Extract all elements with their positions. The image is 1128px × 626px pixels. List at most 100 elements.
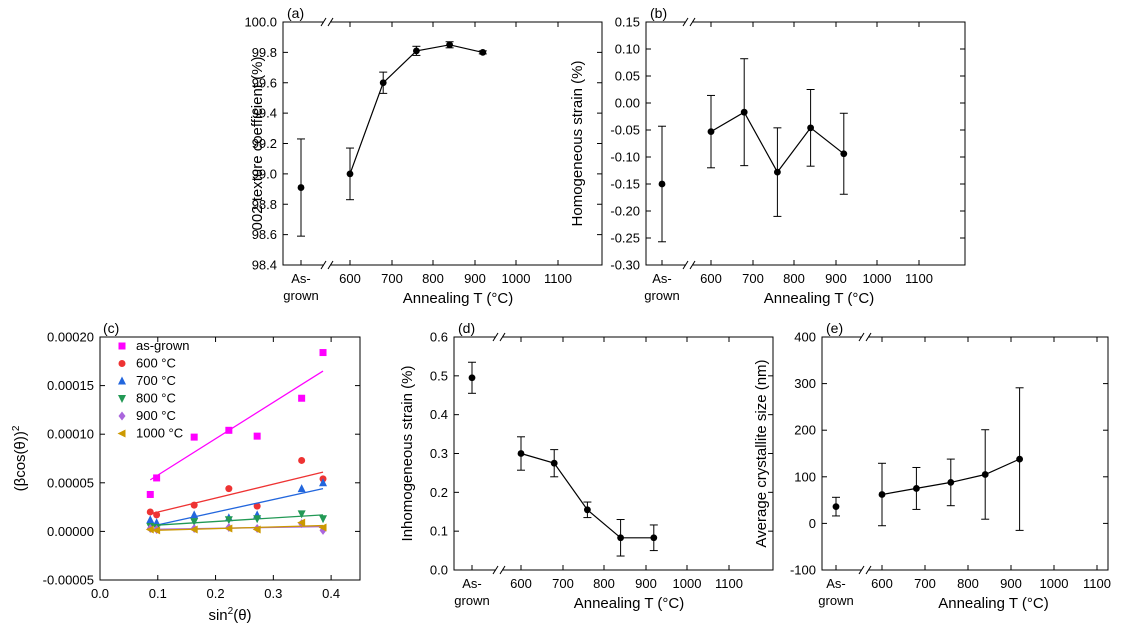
data-point	[707, 128, 715, 136]
x-tick-label: 1100	[715, 576, 743, 591]
axis-break-mark	[492, 332, 499, 342]
panel-label: (b)	[650, 5, 667, 21]
panel-label: (c)	[103, 320, 119, 336]
legend-entry: 800 °C	[136, 391, 176, 406]
x-tick-label: 600	[339, 271, 361, 286]
data-point	[878, 491, 886, 498]
axis-break-mark	[858, 332, 865, 342]
x-tick-label: 900	[635, 576, 657, 591]
x-tick-label: 0.3	[264, 586, 282, 601]
panel-label: (e)	[826, 320, 843, 336]
data-point	[346, 170, 354, 178]
fit-line	[150, 514, 324, 527]
plot-frame	[453, 336, 774, 571]
x-axis-label: Annealing T (°C)	[403, 290, 514, 307]
series-data	[468, 361, 658, 557]
data-point	[479, 48, 487, 56]
marker-triangle-up	[190, 510, 199, 519]
x-tick-label: 0.4	[322, 586, 340, 601]
x-axis-label-tail: (θ)	[233, 607, 251, 624]
data-point	[446, 41, 453, 49]
marker-square	[253, 432, 261, 440]
series-1: 600 °C	[118, 356, 327, 519]
x-tick-label: 0.2	[207, 586, 225, 601]
x-tick-label: 800	[783, 271, 805, 286]
series-data	[297, 41, 487, 237]
marker-circle	[146, 508, 154, 516]
as-grown-tick-label: As-	[462, 576, 482, 591]
x-axis-label-sup: 2	[228, 606, 234, 617]
marker-square	[190, 433, 198, 441]
series-line	[349, 44, 483, 175]
axis-break-gap-top	[862, 333, 868, 341]
plot-frame	[282, 21, 603, 266]
panel-label: (a)	[287, 5, 304, 21]
y-tick-label: 98.8	[252, 197, 277, 212]
y-tick-label: -0.10	[610, 150, 640, 165]
axis-break-gap-top	[686, 18, 692, 26]
y-tick-label: 0.00010	[47, 427, 94, 442]
as-grown-point	[468, 374, 476, 382]
series-line	[520, 452, 654, 539]
axis-break-mark	[865, 332, 872, 342]
marker-triangle-down	[319, 515, 328, 524]
y-tick-label: 0.00	[615, 96, 640, 111]
x-tick-label: 1000	[502, 271, 531, 286]
y-axis-label: Inhomogeneous strain (%)	[399, 366, 416, 542]
axis-break-mark	[499, 332, 506, 342]
marker-triangle-down	[253, 515, 262, 524]
marker-triangle-up	[297, 484, 306, 493]
y-tick-label: 0.5	[430, 368, 448, 383]
data-point	[413, 47, 420, 55]
y-tick-label: 0.05	[615, 69, 640, 84]
y-tick-label: -0.25	[610, 231, 640, 246]
axis-break-gap-bottom	[496, 566, 502, 574]
y-tick-label: -0.30	[610, 258, 640, 273]
axis-break-mark	[492, 565, 499, 575]
marker-triangle-left	[152, 526, 161, 535]
y-tick-label: 98.6	[252, 227, 277, 242]
panel-0-axes: 600 700 800 900 1000 1100 As-grown 98.4 98.6 98.8…	[244, 5, 603, 307]
data-point	[379, 79, 387, 87]
y-axis-label: (βcos(θ))2	[11, 425, 29, 491]
marker-triangle-left	[189, 525, 198, 534]
axis-break-gap-bottom	[862, 566, 868, 574]
x-tick-label: 700	[381, 271, 403, 286]
marker-triangle-down	[297, 510, 306, 519]
marker-circle	[190, 501, 198, 509]
y-tick-label: 99.0	[252, 166, 277, 181]
data-point	[774, 168, 781, 176]
series-0: as-grown	[118, 338, 327, 498]
marker-square	[118, 342, 126, 350]
marker-triangle-up	[118, 376, 126, 385]
y-tick-label: 0.3	[430, 446, 448, 461]
marker-square	[298, 394, 306, 402]
y-tick-label: 0.15	[615, 15, 640, 30]
x-tick-label: 600	[700, 271, 722, 286]
x-tick-label: 900	[1000, 576, 1022, 591]
x-tick-label: 700	[552, 576, 574, 591]
y-axis-label: 002 texture coefficient (%)	[249, 57, 266, 231]
marker-square	[319, 349, 327, 357]
x-tick-label: 1000	[1040, 576, 1069, 591]
as-grown-tick-label: grown	[283, 288, 318, 303]
x-tick-label: 700	[914, 576, 936, 591]
plot-frame	[99, 336, 361, 581]
marker-circle	[298, 456, 306, 464]
as-grown-tick-label: grown	[818, 593, 853, 608]
data-point	[981, 471, 989, 478]
as-grown-tick-label: grown	[454, 593, 489, 608]
data-point	[517, 450, 525, 457]
y-tick-label: 99.6	[252, 75, 277, 90]
fit-line	[150, 487, 324, 528]
data-point	[913, 485, 920, 492]
x-axis-label: sin2(θ)	[208, 606, 251, 624]
y-tick-label: 99.2	[252, 136, 277, 151]
data-point	[650, 534, 658, 542]
marker-triangle-left	[318, 523, 327, 532]
as-grown-tick-label: As-	[826, 576, 846, 591]
axis-break-mark	[689, 17, 696, 27]
y-tick-label: 0.00015	[47, 378, 94, 393]
marker-triangle-left	[117, 429, 126, 438]
panel-label: (d)	[458, 320, 475, 336]
